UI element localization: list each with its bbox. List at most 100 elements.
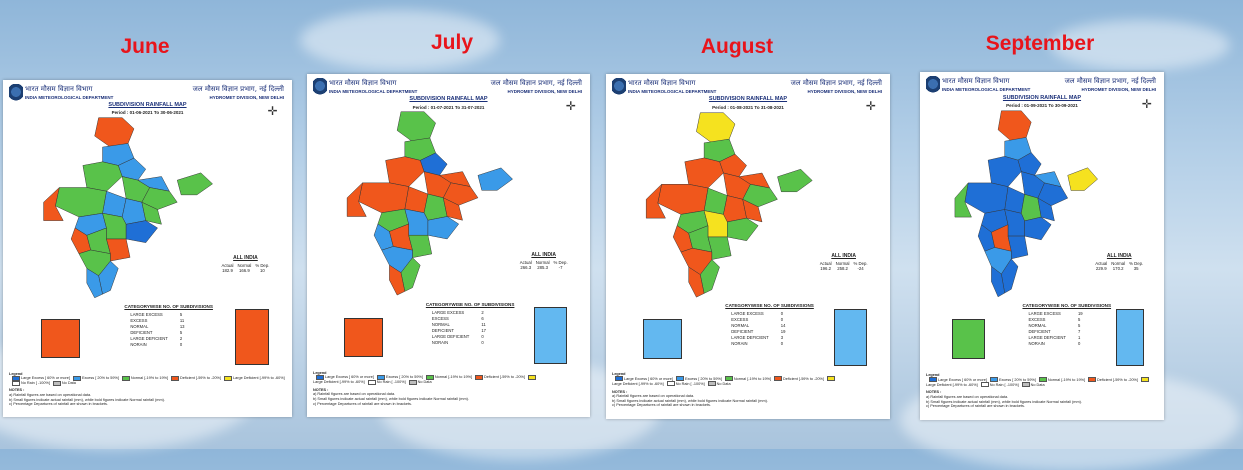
all-india-normal: 285.3 — [537, 265, 548, 271]
legend-item: Deficient [-59% to -20%] — [484, 375, 525, 380]
emblem-icon — [612, 78, 626, 98]
category-label: NORMAL — [130, 323, 149, 329]
legend-swatch — [827, 376, 835, 382]
hindi-division: जल मौसम विज्ञान प्रभाग, नई दिल्ली — [490, 79, 582, 87]
north-arrow-icon: ✛ — [565, 98, 576, 113]
category-count: 0 — [481, 339, 484, 345]
legend-swatch — [666, 381, 675, 387]
note-line: a) Rainfall figures are based on operati… — [926, 395, 1009, 399]
category-summary: CATEGORYWISE NO. OF SUBDIVISIONS LARGE E… — [1022, 303, 1111, 346]
hindi-department: भारत मौसम विज्ञान विभाग — [628, 79, 696, 87]
category-count: 19 — [1077, 310, 1083, 316]
legend-item: Large Deficient [-99% to -60%] — [926, 382, 978, 387]
legend-swatch — [707, 381, 716, 387]
all-india-label: ALL INDIA — [531, 252, 556, 259]
all-india-summary: ALL INDIA Actual Normal % Dep. 266.3 285… — [509, 252, 579, 270]
north-arrow-icon: ✛ — [267, 104, 278, 119]
inset-andaman-nicobar — [834, 308, 868, 366]
hindi-division: जल मौसम विज्ञान प्रभाग, नई दिल्ली — [1064, 77, 1156, 85]
hindi-division: जल मौसम विज्ञान प्रभाग, नई दिल्ली — [192, 85, 284, 93]
category-label: NORAIN — [1028, 340, 1045, 346]
inset-lakshadweep — [642, 318, 682, 359]
legend-swatch — [675, 376, 684, 382]
category-row: NORMAL 14 — [725, 322, 791, 328]
department-name: INDIA METEOROLOGICAL DEPARTMENT — [329, 89, 418, 94]
legend-swatch — [367, 379, 376, 385]
legend-swatch — [980, 382, 989, 388]
all-india-col-dep: % Dep. — [853, 261, 868, 267]
all-india-col-normal: Normal — [835, 261, 850, 267]
category-label: NORMAL — [731, 322, 750, 328]
all-india-actual: 229.9 — [1095, 265, 1107, 271]
all-india-col-actual: Actual — [221, 263, 234, 269]
india-subdivision-map — [43, 117, 214, 298]
map-title: SUBDIVISION RAINFALL MAP — [708, 96, 788, 103]
category-label: LARGE EXCESS — [130, 311, 163, 317]
legend-item: No Data — [417, 380, 432, 385]
legend-label: Legend — [9, 371, 23, 376]
category-label: LARGE EXCESS — [1028, 310, 1061, 316]
all-india-normal: 170.2 — [1112, 265, 1124, 271]
inset-lakshadweep — [951, 319, 986, 360]
legend-label: Legend — [926, 373, 940, 378]
all-india-dep: -24 — [857, 266, 864, 272]
legend-swatch — [1038, 377, 1047, 383]
category-label: NORAIN — [431, 339, 449, 345]
category-label: EXCESS — [731, 316, 749, 322]
category-row: DEFICIENT 19 — [725, 328, 791, 334]
category-label: EXCESS — [431, 315, 449, 321]
department-name: INDIA METEOROLOGICAL DEPARTMENT — [942, 87, 1031, 92]
all-india-summary: ALL INDIA Actual Normal % Dep. 196.2 258… — [809, 253, 879, 271]
category-row: NORAIN 0 — [426, 339, 492, 345]
category-count: 11 — [481, 321, 486, 327]
legend-swatch — [1141, 377, 1149, 383]
month-title-july: July — [430, 31, 474, 54]
category-count: 5 — [1077, 322, 1081, 328]
category-count: 0 — [780, 316, 784, 322]
all-india-actual: 182.9 — [222, 268, 233, 274]
legend-label: Legend — [313, 370, 327, 375]
category-count: 0 — [1077, 340, 1081, 346]
legend-item: Large Excess [ 60% or more] — [624, 376, 673, 381]
category-count: 7 — [1077, 328, 1081, 334]
department-name: INDIA METEOROLOGICAL DEPARTMENT — [25, 95, 114, 100]
legend-swatch — [72, 375, 81, 381]
category-count: 17 — [481, 327, 486, 333]
notes-label: NOTES : — [926, 390, 942, 395]
note-line: c) Percentage Departures of rainfall are… — [313, 401, 412, 406]
legend-item: No Data — [1030, 382, 1045, 387]
emblem-icon — [926, 76, 940, 96]
category-summary: CATEGORYWISE NO. OF SUBDIVISIONS LARGE E… — [426, 302, 515, 345]
all-india-col-normal: Normal — [1111, 260, 1126, 266]
legend-swatch — [171, 375, 180, 381]
all-india-col-normal: Normal — [237, 263, 252, 269]
category-row: LARGE DEFICIENT 0 — [426, 333, 492, 339]
note-line: c) Percentage Departures of rainfall are… — [612, 403, 711, 408]
rainfall-map-panel-august: भारत मौसम विज्ञान विभाग INDIA METEOROLOG… — [606, 74, 890, 419]
category-row: DEFICIENT 17 — [426, 327, 492, 333]
legend-item: No Rain [ -100%] — [989, 382, 1019, 387]
all-india-dep: 10 — [259, 268, 265, 274]
all-india-col-normal: Normal — [535, 260, 550, 266]
note-line: c) Percentage Departures of rainfall are… — [926, 404, 1025, 409]
category-title: CATEGORYWISE NO. OF SUBDIVISIONS — [425, 302, 515, 308]
all-india-summary: ALL INDIA Actual Normal % Dep. 229.9 170… — [1084, 253, 1154, 271]
category-row: EXCESS 11 — [124, 317, 190, 323]
all-india-normal: 166.9 — [239, 268, 250, 274]
category-row: LARGE DEFICIENT 2 — [124, 335, 190, 341]
legend-item: Large Excess [ 60% or more] — [21, 376, 70, 380]
category-label: DEFICIENT — [1028, 328, 1051, 334]
all-india-col-dep: % Dep. — [553, 260, 568, 266]
legend-swatch — [52, 380, 61, 386]
month-title-august: August — [700, 35, 774, 58]
map-notes: NOTES : a) Rainfall figures are based on… — [612, 390, 768, 408]
legend-swatch — [376, 374, 385, 380]
map-notes: NOTES : a) Rainfall figures are based on… — [313, 388, 469, 406]
category-label: LARGE EXCESS — [431, 309, 465, 315]
inset-lakshadweep — [40, 319, 81, 359]
panel-header: भारत मौसम विज्ञान विभाग INDIA METEOROLOG… — [606, 74, 890, 104]
legend-item: Large Deficient [-99% to -60%] — [612, 381, 664, 386]
category-summary: CATEGORYWISE NO. OF SUBDIVISIONS LARGE E… — [725, 303, 814, 346]
panel-header: भारत मौसम विज्ञान विभाग INDIA METEOROLOG… — [3, 80, 292, 110]
legend-item: No Rain [ -100%] — [376, 380, 406, 385]
